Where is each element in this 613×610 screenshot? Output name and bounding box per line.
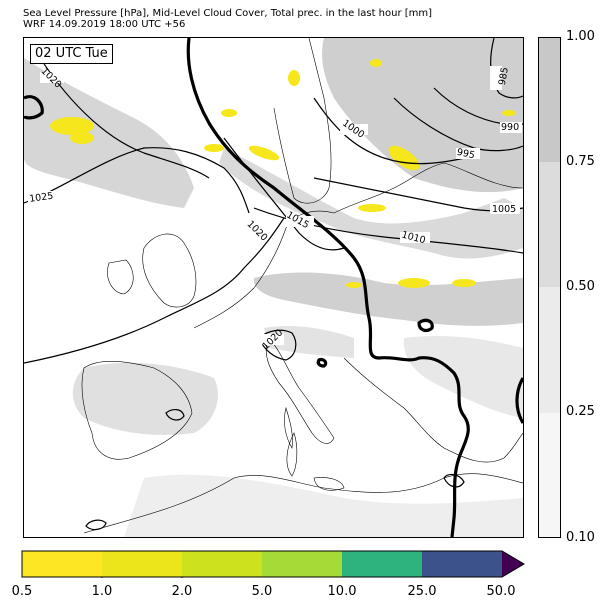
precip-colorbar-segment bbox=[262, 551, 342, 577]
precip-patch bbox=[452, 279, 476, 287]
isobar-label: 995 bbox=[456, 147, 476, 162]
precip-patch bbox=[398, 278, 430, 288]
precipitation-colorbar bbox=[21, 550, 525, 578]
coast-africa bbox=[83, 473, 523, 534]
precip-patch bbox=[358, 204, 386, 212]
coast-balkans bbox=[343, 357, 523, 463]
precip-colorbar-segment bbox=[342, 551, 422, 577]
isobar-1025 bbox=[24, 147, 250, 214]
isobar-label: 990 bbox=[501, 122, 519, 133]
thick-contour-islet bbox=[417, 318, 434, 333]
coast-sicily bbox=[313, 477, 345, 491]
coast-sardinia bbox=[286, 432, 298, 477]
precip-tick-label: 0.5 bbox=[11, 584, 33, 599]
valid-time-label: 02 UTC Tue bbox=[30, 44, 113, 64]
cloud-baltic bbox=[219, 148, 523, 259]
isobar-1020-south bbox=[24, 217, 285, 364]
cloud-scandinavia bbox=[322, 38, 523, 193]
precip-patch bbox=[204, 144, 224, 152]
precip-patch bbox=[288, 70, 300, 86]
cloud-north-africa bbox=[124, 474, 523, 537]
coastlines bbox=[81, 38, 523, 534]
thick-contour-west bbox=[24, 95, 44, 120]
precip-patch bbox=[248, 145, 280, 161]
cloud-tick-label: 1.00 bbox=[566, 29, 595, 44]
precip-tick-label: 50.0 bbox=[486, 584, 516, 599]
precip-colorbar-segment bbox=[422, 551, 502, 577]
cloud-cover-colorbar bbox=[538, 37, 561, 538]
cloud-colorbar-segment bbox=[538, 413, 561, 538]
precip-colorbar-segment bbox=[102, 551, 182, 577]
cloud-tick-label: 0.75 bbox=[566, 154, 595, 169]
isobar-label: 1005 bbox=[492, 204, 516, 215]
precip-patch bbox=[502, 110, 516, 116]
model-run-subtitle: WRF 14.09.2019 18:00 UTC +56 bbox=[23, 19, 186, 30]
map-title: Sea Level Pressure [hPa], Mid-Level Clou… bbox=[23, 8, 433, 19]
cloud-balkans bbox=[403, 336, 523, 418]
precip-patch bbox=[388, 145, 420, 171]
isobar-1000 bbox=[313, 97, 475, 165]
cloud-tick-label: 0.25 bbox=[566, 404, 595, 419]
precip-patch bbox=[50, 117, 94, 135]
cloud-colorbar-segment bbox=[538, 287, 561, 413]
precip-patch bbox=[370, 59, 382, 67]
precip-colorbar-segment bbox=[182, 551, 262, 577]
cloud-central-europe bbox=[253, 272, 523, 326]
cloud-iberia bbox=[72, 362, 218, 435]
isobar-greece-low bbox=[443, 473, 465, 488]
precip-patch bbox=[70, 132, 94, 144]
cloud-alps bbox=[264, 326, 354, 358]
precip-colorbar-segment bbox=[22, 551, 102, 577]
thick-contour-line bbox=[186, 38, 470, 537]
precip-colorbar-extend-arrow bbox=[502, 551, 524, 577]
isobar-africa-low bbox=[85, 519, 107, 531]
cloud-cover-layer bbox=[24, 38, 523, 537]
coast-continent bbox=[193, 162, 523, 329]
coast-italy bbox=[265, 337, 335, 444]
isobar-1020-alps bbox=[258, 329, 297, 361]
coast-ireland bbox=[107, 259, 134, 295]
thick-contour-islet bbox=[316, 357, 328, 368]
coast-britain bbox=[142, 233, 197, 308]
precip-tick-label: 25.0 bbox=[407, 584, 437, 599]
isobar-1020-north bbox=[33, 47, 210, 179]
coast-corsica bbox=[284, 406, 293, 449]
precip-patch bbox=[346, 282, 362, 288]
isobar-995 bbox=[393, 97, 523, 152]
thick-contour-east bbox=[515, 377, 523, 424]
cloud-tick-label: 0.50 bbox=[566, 279, 595, 294]
isobar-label: 1025 bbox=[29, 191, 54, 205]
thick-contour bbox=[24, 38, 523, 537]
precip-tick-label: 2.0 bbox=[171, 584, 193, 599]
cloud-colorbar-segment bbox=[538, 162, 561, 287]
isobar-985 bbox=[490, 38, 523, 99]
map-canvas: 1020 1025 1020 1015 1010 1005 1000 995 9… bbox=[24, 38, 523, 537]
coast-scandinavia bbox=[273, 38, 332, 204]
precip-tick-label: 10.0 bbox=[327, 584, 357, 599]
precip-tick-label: 1.0 bbox=[91, 584, 113, 599]
precip-patch bbox=[221, 109, 237, 117]
isobar-iberia-low bbox=[165, 409, 185, 421]
precipitation-layer bbox=[50, 59, 516, 288]
isobar-label: 985 bbox=[497, 66, 511, 86]
cloud-colorbar-segment bbox=[538, 37, 561, 162]
weather-map: 02 UTC Tue bbox=[23, 37, 524, 538]
coast-iberia bbox=[81, 360, 193, 460]
cloud-tick-label: 0.10 bbox=[566, 530, 595, 545]
precip-tick-label: 5.0 bbox=[251, 584, 273, 599]
